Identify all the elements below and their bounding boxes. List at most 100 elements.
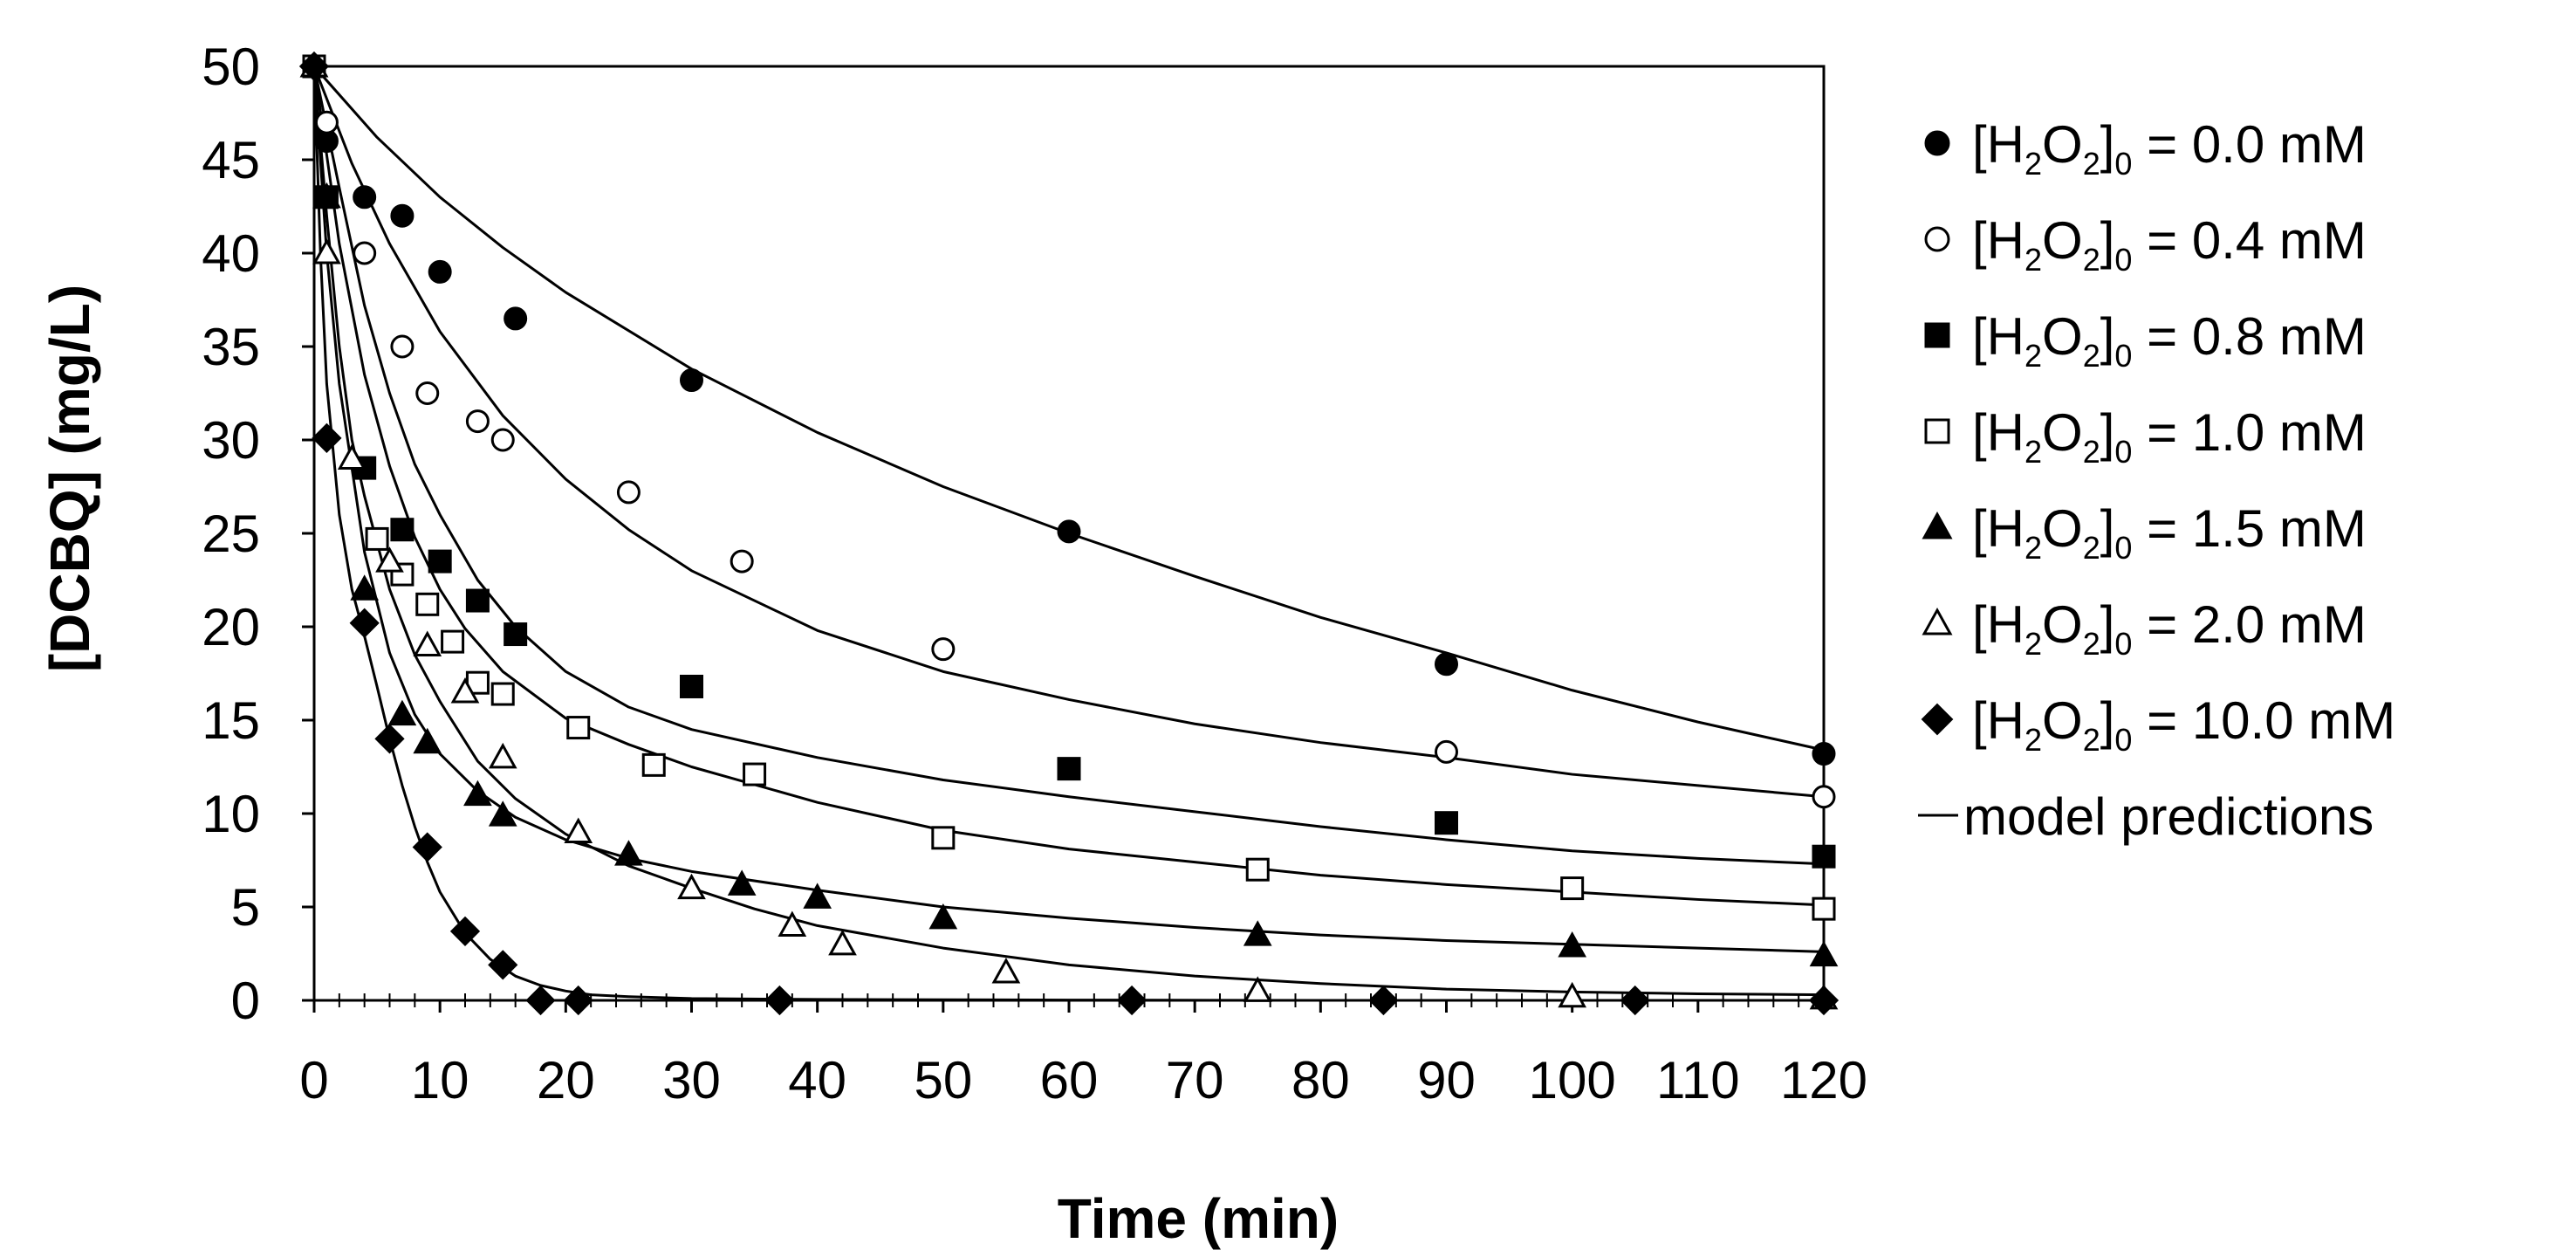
x-tick-label: 20	[537, 1051, 595, 1109]
legend-item: [H2O2]0 = 2.0 mM	[1922, 595, 2367, 662]
legend-marker	[1924, 322, 1950, 348]
data-point	[412, 832, 442, 862]
data-point	[928, 903, 958, 930]
legend-label: [H2O2]0 = 1.0 mM	[1972, 403, 2367, 470]
legend-label: [H2O2]0 = 1.5 mM	[1972, 499, 2367, 566]
data-point	[743, 762, 767, 786]
data-point	[312, 182, 341, 209]
data-point	[298, 51, 330, 82]
y-tick-label: 25	[202, 505, 260, 563]
data-point	[1560, 876, 1585, 901]
legend-item-model: model predictions	[1918, 787, 2374, 846]
x-tick-label: 10	[411, 1051, 469, 1109]
data-point	[449, 916, 481, 946]
y-tick-label: 30	[202, 411, 260, 470]
x-tick-label: 30	[662, 1051, 721, 1109]
data-point	[504, 622, 528, 647]
data-point	[390, 334, 414, 359]
legend-label: [H2O2]0 = 2.0 mM	[1972, 595, 2367, 662]
data-point	[803, 883, 832, 909]
data-point	[465, 588, 490, 613]
x-tick-label: 80	[1291, 1051, 1350, 1109]
model-prediction-line	[312, 65, 1825, 799]
y-tick-label: 40	[202, 224, 260, 283]
legend-item: [H2O2]0 = 1.5 mM	[1922, 499, 2367, 566]
data-point	[390, 518, 414, 542]
data-point	[374, 724, 405, 754]
data-point	[525, 985, 556, 1016]
data-point	[680, 368, 703, 393]
legend-label: [H2O2]0 = 10.0 mM	[1972, 691, 2395, 758]
data-point	[488, 800, 517, 827]
y-axis-title: [DCBQ] (mg/L)	[38, 285, 101, 672]
data-point	[441, 629, 465, 654]
data-point	[1435, 739, 1458, 764]
model-prediction-line	[312, 65, 1825, 953]
data-point	[1812, 896, 1836, 921]
legend-item: [H2O2]0 = 0.4 mM	[1924, 211, 2367, 278]
data-point	[614, 840, 643, 866]
y-tick-label: 0	[231, 972, 260, 1030]
data-point	[463, 780, 492, 807]
legend-label: [H2O2]0 = 0.4 mM	[1972, 211, 2367, 278]
data-point	[465, 409, 490, 434]
data-point	[1558, 981, 1587, 1008]
data-point	[680, 674, 703, 698]
y-tick-label: 15	[202, 691, 260, 750]
x-axis-title: Time (min)	[1058, 1187, 1339, 1250]
data-point	[349, 608, 380, 638]
data-point	[1812, 785, 1836, 809]
x-tick-label: 50	[914, 1051, 972, 1109]
legend-item: [H2O2]0 = 0.8 mM	[1924, 307, 2367, 374]
x-tick-label: 60	[1040, 1051, 1099, 1109]
data-point	[931, 826, 956, 850]
data-point	[1812, 844, 1836, 869]
data-point	[488, 742, 517, 769]
data-point	[365, 526, 389, 551]
data-point	[1245, 857, 1270, 882]
x-tick-label: 100	[1529, 1051, 1616, 1109]
legend-item: [H2O2]0 = 0.0 mM	[1924, 115, 2367, 182]
legend-marker	[1924, 418, 1950, 444]
data-point	[415, 592, 440, 616]
data-point	[1243, 920, 1272, 946]
legend-label: [H2O2]0 = 0.0 mM	[1972, 115, 2367, 182]
y-tick-label: 45	[202, 131, 260, 189]
data-point	[991, 958, 1021, 984]
data-point	[390, 203, 414, 228]
data-point	[314, 110, 339, 134]
data-point	[563, 985, 593, 1016]
data-point	[490, 428, 515, 452]
legend-label: [H2O2]0 = 0.8 mM	[1972, 307, 2367, 374]
x-tick-label: 110	[1656, 1051, 1740, 1109]
y-tick-label: 5	[231, 878, 260, 937]
data-point	[931, 637, 956, 662]
y-tick-label: 10	[202, 785, 260, 843]
legend-label-model: model predictions	[1963, 787, 2374, 846]
data-point	[1808, 985, 1840, 1016]
data-point	[730, 549, 754, 574]
data-point	[1116, 985, 1148, 1016]
data-point	[504, 306, 528, 331]
data-point	[641, 752, 666, 777]
x-tick-label: 0	[299, 1051, 328, 1109]
data-point	[764, 985, 795, 1016]
y-tick-label: 20	[202, 598, 260, 656]
data-point	[1057, 519, 1081, 544]
data-point	[1368, 985, 1399, 1016]
x-tick-label: 120	[1780, 1051, 1867, 1109]
data-point	[387, 699, 417, 726]
data-point	[353, 241, 377, 265]
data-point	[616, 480, 641, 505]
data-point	[428, 549, 452, 574]
data-point	[337, 443, 367, 470]
data-point	[488, 950, 518, 980]
data-point	[1057, 757, 1081, 781]
data-point	[1620, 985, 1650, 1016]
legend-item: [H2O2]0 = 10.0 mM	[1921, 691, 2395, 758]
legend-marker	[1921, 703, 1954, 736]
data-point	[727, 869, 757, 896]
data-point	[1809, 940, 1839, 967]
data-point	[312, 422, 342, 453]
